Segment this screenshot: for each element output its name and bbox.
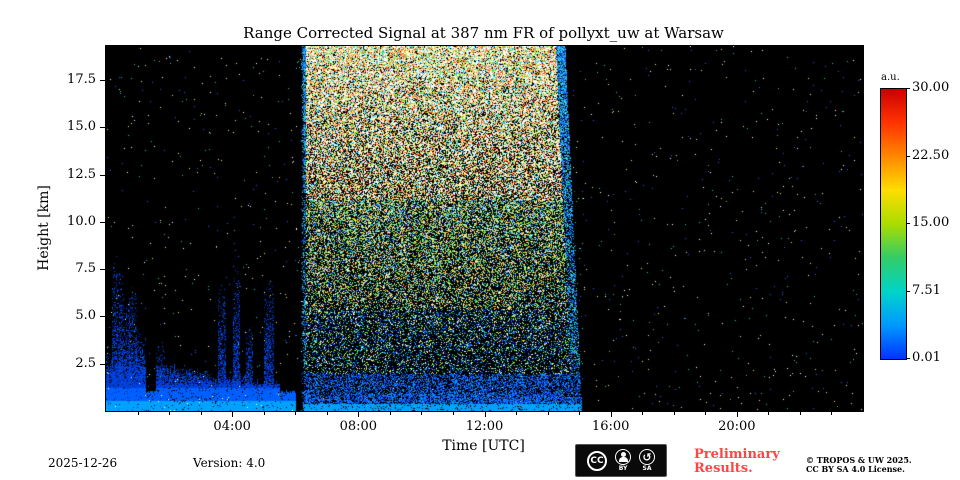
y-tick-label: 15.0	[67, 119, 96, 135]
cc-license-badge[interactable]: CC BY ↺ SA	[575, 444, 667, 477]
preliminary-line-2: Results.	[694, 461, 753, 476]
y-axis-label: Height [km]	[36, 185, 52, 271]
y-tick-label: 12.5	[67, 166, 96, 182]
x-tick	[736, 412, 738, 417]
x-minor-tick	[169, 412, 171, 415]
x-minor-tick	[799, 412, 801, 415]
colorbar-gradient	[881, 89, 906, 359]
y-tick	[100, 221, 105, 223]
x-minor-tick	[768, 412, 770, 415]
x-minor-tick	[831, 412, 833, 415]
x-tick	[610, 412, 612, 417]
y-tick-label: 2.5	[75, 355, 96, 371]
y-tick-label: 17.5	[67, 72, 96, 88]
colorbar-tick	[906, 155, 910, 157]
x-axis-label: Time [UTC]	[442, 438, 525, 454]
copyright-line-2: CC BY SA 4.0 License.	[806, 464, 905, 474]
x-minor-tick	[705, 412, 707, 415]
cc-icon-text: CC	[590, 455, 604, 466]
y-tick	[100, 269, 105, 271]
preliminary-line-1: Preliminary	[694, 447, 780, 462]
cc-icon: CC	[587, 450, 607, 471]
plot-area	[105, 45, 864, 412]
colorbar-unit-label: a.u.	[881, 72, 900, 83]
x-minor-tick	[452, 412, 454, 415]
x-minor-tick	[137, 412, 139, 415]
x-minor-tick	[579, 412, 581, 415]
copyright-note: © TROPOS & UW 2025. CC BY SA 4.0 License…	[806, 456, 912, 474]
x-minor-tick	[295, 412, 297, 415]
x-minor-tick	[642, 412, 644, 415]
cc-sa-group: ↺ SA	[639, 449, 655, 472]
cc-by-group: BY	[615, 449, 631, 472]
chart-title: Range Corrected Signal at 387 nm FR of p…	[243, 24, 724, 42]
copyright-line-1: © TROPOS & UW 2025.	[806, 455, 912, 465]
x-minor-tick	[263, 412, 265, 415]
date-label: 2025-12-26	[48, 456, 118, 470]
x-minor-tick	[673, 412, 675, 415]
colorbar	[880, 88, 907, 360]
colorbar-tick-label: 0.01	[912, 350, 941, 365]
cc-sa-label: SA	[642, 465, 652, 472]
x-minor-tick	[547, 412, 549, 415]
x-minor-tick	[421, 412, 423, 415]
colorbar-tick-label: 15.00	[912, 215, 950, 230]
y-tick	[100, 174, 105, 176]
y-tick-label: 7.5	[75, 261, 96, 277]
x-minor-tick	[200, 412, 202, 415]
cc-by-person-icon	[615, 449, 631, 465]
x-minor-tick	[389, 412, 391, 415]
colorbar-tick-label: 22.50	[912, 147, 950, 163]
x-minor-tick	[326, 412, 328, 415]
colorbar-tick	[906, 290, 910, 292]
colorbar-tick	[906, 358, 910, 359]
x-tick	[484, 412, 486, 417]
cc-by-label: BY	[618, 465, 628, 472]
colorbar-tick-label: 7.51	[912, 282, 941, 298]
colorbar-tick	[906, 88, 910, 89]
x-tick-label: 16:00	[591, 419, 630, 434]
y-tick	[100, 127, 105, 129]
x-tick	[358, 412, 360, 417]
x-tick	[232, 412, 234, 417]
x-tick-label: 04:00	[213, 419, 251, 434]
colorbar-tick	[906, 223, 910, 224]
x-minor-tick	[516, 412, 518, 415]
cc-sa-arrow-icon: ↺	[639, 449, 655, 465]
y-tick	[100, 316, 105, 318]
y-tick-label: 5.0	[75, 308, 96, 324]
version-label: Version: 4.0	[193, 456, 266, 470]
heatmap-canvas	[106, 46, 863, 411]
preliminary-note: Preliminary Results.	[694, 448, 780, 476]
x-tick-label: 12:00	[465, 419, 504, 434]
colorbar-tick-label: 30.00	[912, 80, 950, 95]
y-tick	[100, 363, 105, 365]
y-tick	[100, 80, 105, 82]
x-tick-label: 20:00	[718, 419, 756, 434]
y-tick-label: 10.0	[67, 213, 96, 229]
x-tick-label: 08:00	[339, 419, 378, 434]
